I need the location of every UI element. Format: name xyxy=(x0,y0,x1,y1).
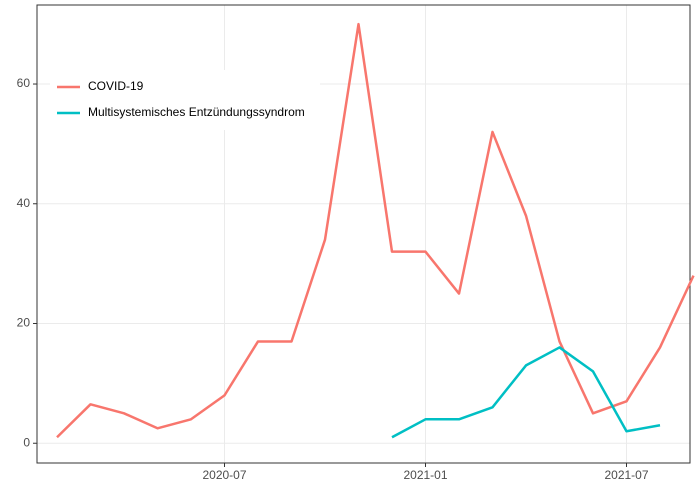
line xyxy=(391,346,661,439)
y-tick-label: 60 xyxy=(17,76,31,90)
x-tick-label: 2021-07 xyxy=(604,468,648,482)
legend-label: COVID-19 xyxy=(88,79,144,93)
panel xyxy=(36,4,691,464)
legend-label: Multisystemisches Entzündungssyndrom xyxy=(88,105,305,119)
x-tick-label: 2021-01 xyxy=(403,468,447,482)
y-tick-label: 0 xyxy=(23,435,30,449)
y-tick-label: 40 xyxy=(17,196,31,210)
y-tick-label: 20 xyxy=(17,316,31,330)
legend-box xyxy=(50,70,320,130)
line xyxy=(56,22,695,439)
x-tick-label: 2020-07 xyxy=(202,468,246,482)
